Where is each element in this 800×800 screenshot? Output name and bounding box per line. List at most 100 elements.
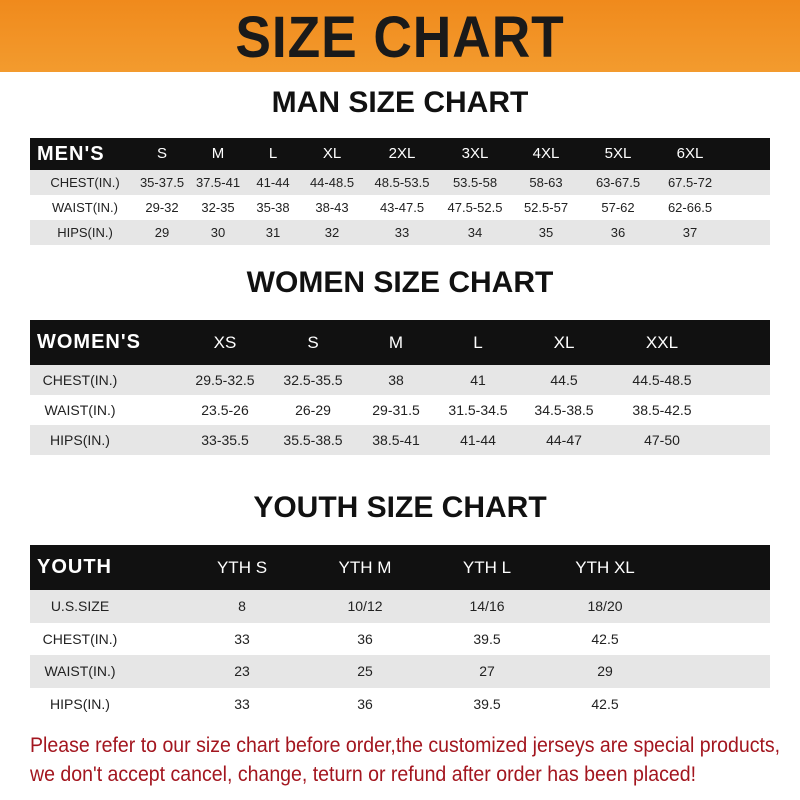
size-header: XS	[213, 333, 237, 352]
size-header: XXL	[645, 333, 679, 352]
table-cell: 33	[234, 695, 250, 712]
size-header: YTH L	[462, 558, 512, 577]
size-header: YTH M	[338, 558, 392, 577]
table-cell: 35-37.5	[139, 175, 185, 190]
table-row: U.S.SIZE 8 10/12 14/16 18/20	[30, 590, 770, 623]
table-row: WAIST(IN.) 29-32 32-35 35-38 38-43 43-47.5 47.…	[30, 195, 770, 220]
table-cell: 32	[324, 225, 340, 240]
size-header: 6XL	[676, 145, 704, 162]
size-header: XL	[322, 145, 342, 162]
row-label: HIPS(IN.)	[50, 695, 110, 712]
table-cell: 23	[234, 663, 250, 679]
table-cell: 38	[388, 372, 404, 388]
table-cell: 38-43	[315, 200, 349, 215]
size-header: M	[388, 333, 404, 352]
row-label: HIPS(IN.)	[57, 225, 113, 240]
size-header: M	[211, 145, 225, 162]
table-cell: 39.5	[473, 695, 501, 712]
table-cell: 44.5	[550, 372, 578, 388]
women-title: WOMEN SIZE CHART	[246, 266, 554, 299]
header-label: WOMEN'S	[37, 331, 141, 353]
size-header: 4XL	[532, 145, 560, 162]
row-label: CHEST(IN.)	[42, 630, 118, 647]
table-cell: 32-35	[201, 200, 235, 215]
table-cell: 36	[357, 695, 373, 712]
table-cell: 41	[470, 372, 486, 388]
table-cell: 35.5-38.5	[283, 432, 343, 448]
table-row: WAIST(IN.) 23.5-26 26-29 29-31.5 31.5-34.5 34…	[30, 395, 770, 425]
table-cell: 27	[479, 663, 495, 679]
table-header-row: WOMEN'S XS S M L XL XXL	[30, 320, 770, 365]
table-cell: 29.5-32.5	[195, 372, 255, 388]
table-cell: 67.5-72	[667, 175, 713, 190]
table-cell: 23.5-26	[201, 402, 249, 418]
table-row: HIPS(IN.) 29 30 31 32 33 34 35 36 37	[30, 220, 770, 245]
table-cell: 58-63	[529, 175, 563, 190]
table-cell: 38.5-41	[372, 432, 420, 448]
table-row: CHEST(IN.) 33 36 39.5 42.5	[30, 622, 770, 655]
row-label: WAIST(IN.)	[44, 663, 116, 679]
table-cell: 36	[357, 630, 373, 647]
row-label: CHEST(IN.)	[42, 372, 118, 388]
row-label: U.S.SIZE	[50, 598, 110, 614]
size-header: YTH S	[216, 558, 268, 577]
table-cell: 31	[265, 225, 281, 240]
table-cell: 42.5	[591, 695, 619, 712]
men-size-table: MEN'S S M L XL 2XL 3XL 4XL 5XL 6XL CHEST(IN.) 35-37…	[30, 138, 770, 245]
women-size-table: WOMEN'S XS S M L XL XXL CHEST(IN.) 29.5-32.5 32.5…	[30, 320, 770, 455]
banner-title: SIZE CHART	[235, 5, 565, 70]
row-label: WAIST(IN.)	[52, 200, 118, 215]
footer-note-line1: Please refer to our size chart before or…	[30, 734, 781, 757]
table-cell: 8	[238, 598, 246, 614]
row-label: WAIST(IN.)	[44, 402, 116, 418]
table-cell: 36	[610, 225, 626, 240]
row-label: CHEST(IN.)	[50, 175, 120, 190]
table-row: CHEST(IN.) 35-37.5 37.5-41 41-44 44-48.5 48.5…	[30, 170, 770, 195]
table-cell: 14/16	[469, 598, 505, 614]
table-header-row: YOUTH YTH S YTH M YTH L YTH XL	[30, 545, 770, 590]
table-cell: 35-38	[256, 200, 290, 215]
table-cell: 48.5-53.5	[374, 175, 430, 190]
table-cell: 34	[467, 225, 483, 240]
youth-size-table: YOUTH YTH S YTH M YTH L YTH XL U.S.SIZE 8 10/12…	[30, 545, 770, 720]
header-label: MEN'S	[37, 143, 105, 165]
table-cell: 26-29	[295, 402, 331, 418]
table-cell: 34.5-38.5	[534, 402, 594, 418]
row-label: HIPS(IN.)	[50, 432, 110, 448]
table-cell: 29-31.5	[372, 402, 420, 418]
table-cell: 43-47.5	[379, 200, 425, 215]
table-cell: 39.5	[473, 630, 501, 647]
table-cell: 38.5-42.5	[632, 402, 692, 418]
table-cell: 29	[154, 225, 170, 240]
table-cell: 32.5-35.5	[283, 372, 343, 388]
table-cell: 10/12	[347, 598, 383, 614]
size-header: L	[473, 333, 483, 352]
table-cell: 18/20	[587, 598, 623, 614]
table-cell: 25	[357, 663, 373, 679]
table-cell: 41-44	[460, 432, 496, 448]
table-cell: 52.5-57	[523, 200, 569, 215]
table-cell: 42.5	[591, 630, 619, 647]
table-cell: 47.5-52.5	[447, 200, 503, 215]
header-label: YOUTH	[37, 556, 112, 578]
size-header: XL	[553, 333, 575, 352]
table-cell: 31.5-34.5	[448, 402, 508, 418]
youth-title: YOUTH SIZE CHART	[253, 491, 547, 524]
table-row: HIPS(IN.) 33-35.5 35.5-38.5 38.5-41 41-44 44-…	[30, 425, 770, 455]
table-cell: 44-48.5	[309, 175, 355, 190]
table-cell: 63-67.5	[595, 175, 641, 190]
table-row: CHEST(IN.) 29.5-32.5 32.5-35.5 38 41 44.5 44.5…	[30, 365, 770, 395]
table-cell: 29	[597, 663, 613, 679]
table-cell: 29-32	[145, 200, 179, 215]
table-row: WAIST(IN.) 23 25 27 29	[30, 655, 770, 688]
table-cell: 33	[394, 225, 410, 240]
table-cell: 47-50	[644, 432, 680, 448]
table-cell: 37	[682, 225, 698, 240]
size-header: S	[156, 145, 168, 162]
size-header: 3XL	[461, 145, 489, 162]
size-header: 5XL	[604, 145, 632, 162]
table-cell: 57-62	[601, 200, 635, 215]
table-cell: 44.5-48.5	[632, 372, 692, 388]
table-cell: 62-66.5	[667, 200, 713, 215]
table-cell: 37.5-41	[195, 175, 241, 190]
